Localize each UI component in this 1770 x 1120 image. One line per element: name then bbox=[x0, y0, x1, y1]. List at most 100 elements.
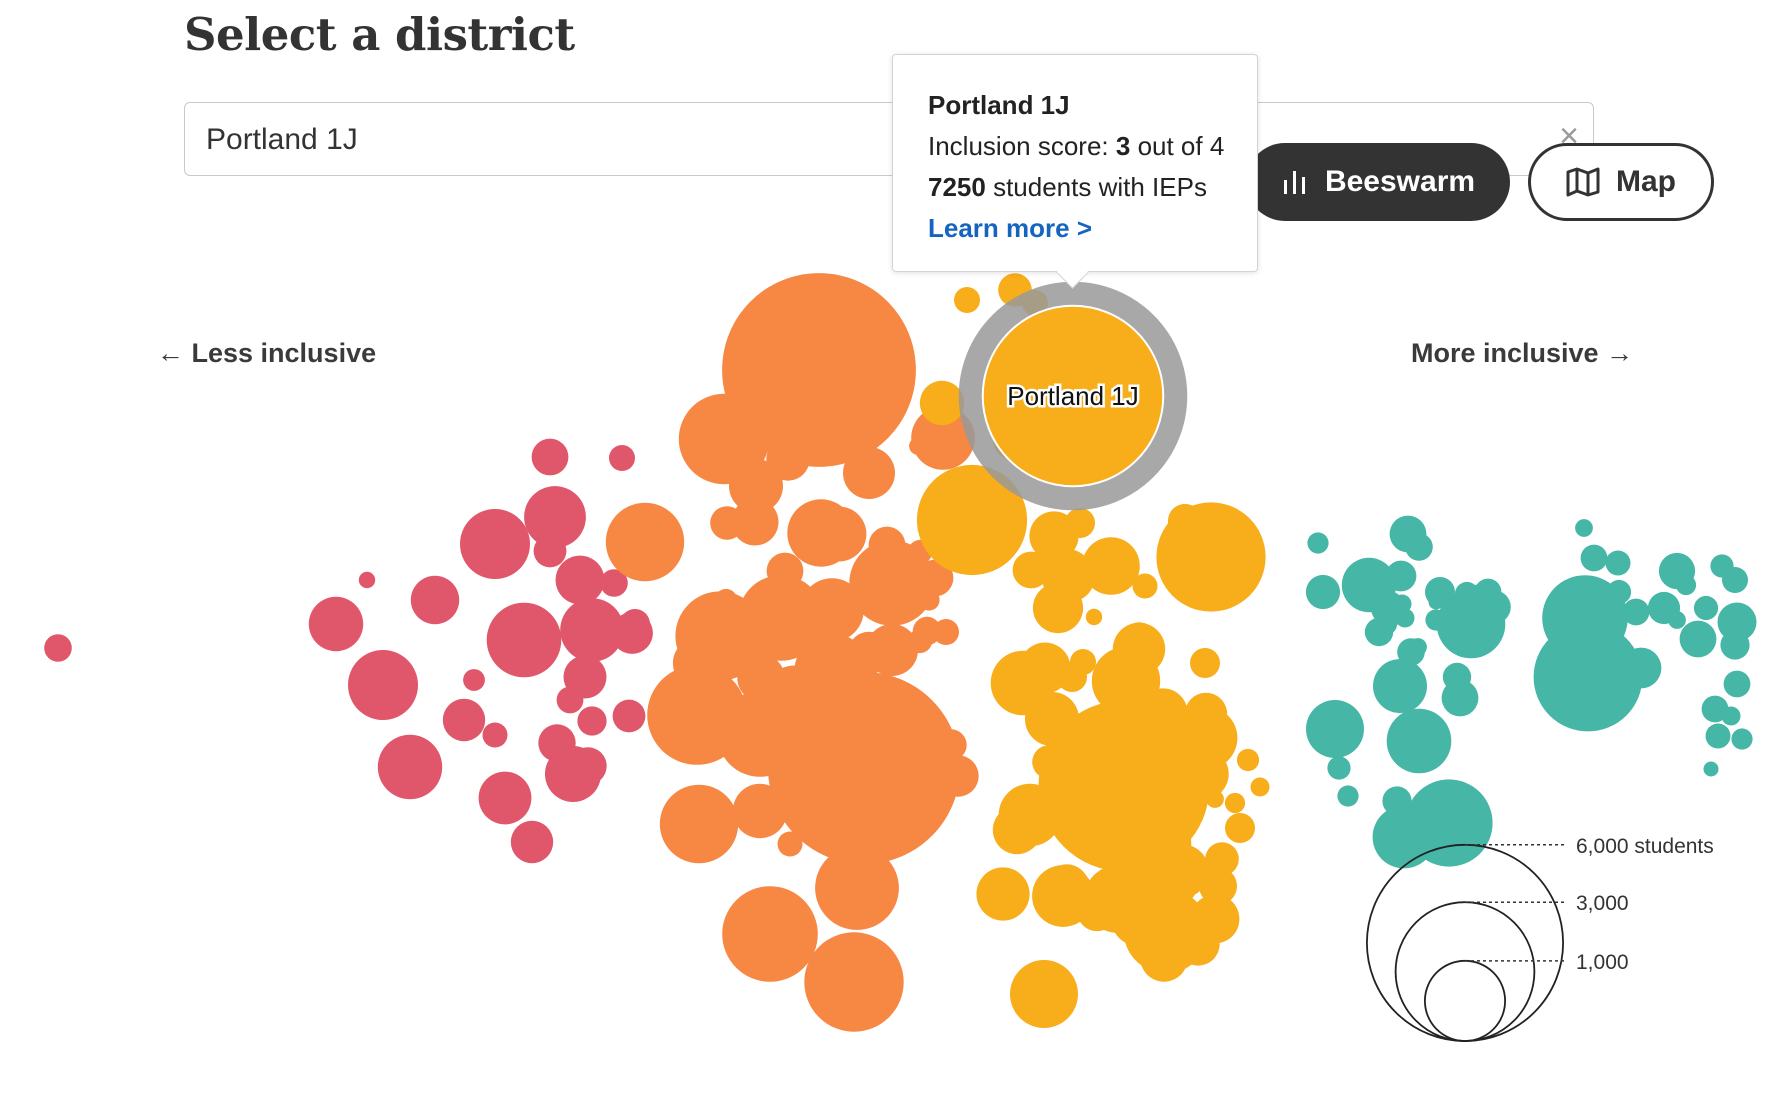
district-bubble[interactable] bbox=[1679, 620, 1717, 658]
district-bubble[interactable] bbox=[1580, 544, 1608, 572]
district-bubble[interactable] bbox=[1533, 622, 1643, 732]
district-bubble[interactable] bbox=[1606, 579, 1632, 605]
district-bubble[interactable] bbox=[1327, 756, 1351, 780]
district-bubble[interactable] bbox=[1076, 890, 1118, 932]
district-bubble[interactable] bbox=[556, 686, 584, 714]
district-bubble[interactable] bbox=[1206, 790, 1224, 808]
district-bubble[interactable] bbox=[1337, 785, 1359, 807]
district-bubble[interactable] bbox=[1721, 706, 1741, 726]
learn-more-link[interactable]: Learn more > bbox=[928, 213, 1093, 243]
district-bubble[interactable] bbox=[1112, 622, 1166, 676]
district-bubble[interactable] bbox=[620, 609, 650, 639]
district-bubble[interactable] bbox=[731, 498, 779, 546]
district-bubble[interactable] bbox=[1385, 560, 1417, 592]
district-bubble[interactable] bbox=[916, 464, 1028, 576]
district-bubble[interactable] bbox=[1668, 611, 1686, 629]
district-bubble[interactable] bbox=[1575, 519, 1593, 537]
district-bubble[interactable] bbox=[1032, 582, 1084, 634]
district-bubble[interactable] bbox=[482, 722, 508, 748]
district-bubble[interactable] bbox=[811, 506, 867, 562]
district-bubble[interactable] bbox=[1306, 700, 1364, 758]
district-bubble[interactable] bbox=[569, 747, 607, 785]
district-bubble[interactable] bbox=[1143, 852, 1199, 908]
district-bubble[interactable] bbox=[308, 596, 364, 652]
district-bubble[interactable] bbox=[1155, 749, 1193, 787]
district-bubble[interactable] bbox=[577, 706, 607, 736]
district-bubble[interactable] bbox=[1104, 841, 1130, 867]
district-bubble[interactable] bbox=[1190, 894, 1240, 944]
district-bubble[interactable] bbox=[460, 509, 530, 579]
district-bubble[interactable] bbox=[486, 602, 562, 678]
district-bubble[interactable] bbox=[442, 698, 486, 742]
district-bubble[interactable] bbox=[555, 555, 605, 605]
district-bubble[interactable] bbox=[1307, 532, 1329, 554]
district-bubble[interactable] bbox=[868, 526, 906, 564]
district-bubble[interactable] bbox=[531, 438, 569, 476]
district-bubble[interactable] bbox=[1156, 502, 1266, 612]
district-bubble[interactable] bbox=[1305, 574, 1341, 610]
district-bubble[interactable] bbox=[729, 459, 783, 513]
district-bubble[interactable] bbox=[1425, 609, 1447, 631]
district-bubble[interactable] bbox=[1184, 692, 1228, 736]
district-bubble[interactable] bbox=[766, 552, 804, 590]
district-bubble[interactable] bbox=[1722, 567, 1748, 593]
beeswarm-toggle-button[interactable]: Beeswarm bbox=[1246, 143, 1510, 221]
district-bubble[interactable] bbox=[1121, 779, 1191, 849]
district-bubble[interactable] bbox=[1111, 796, 1135, 820]
district-bubble[interactable] bbox=[738, 575, 824, 661]
district-bubble[interactable] bbox=[1441, 679, 1479, 717]
district-bubble[interactable] bbox=[410, 575, 460, 625]
district-bubble[interactable] bbox=[1140, 934, 1188, 982]
district-bubble[interactable] bbox=[463, 669, 485, 691]
district-bubble[interactable] bbox=[1224, 792, 1246, 814]
district-bubble[interactable] bbox=[866, 624, 918, 676]
district-bubble[interactable] bbox=[1012, 551, 1050, 589]
district-bubble[interactable] bbox=[1731, 728, 1753, 750]
district-bubble[interactable] bbox=[714, 588, 738, 612]
district-bubble[interactable] bbox=[538, 490, 572, 524]
district-bubble[interactable] bbox=[804, 932, 904, 1032]
district-bubble[interactable] bbox=[377, 734, 443, 800]
district-bubble[interactable] bbox=[1605, 550, 1631, 576]
district-bubble[interactable] bbox=[1703, 761, 1719, 777]
district-bubble[interactable] bbox=[732, 783, 788, 839]
district-bubble[interactable] bbox=[1373, 659, 1427, 713]
district-bubble[interactable] bbox=[1010, 960, 1078, 1028]
district-bubble[interactable] bbox=[1138, 688, 1188, 738]
district-bubble[interactable] bbox=[612, 699, 646, 733]
district-bubble[interactable] bbox=[710, 506, 744, 540]
district-bubble[interactable] bbox=[1622, 598, 1650, 626]
district-bubble[interactable] bbox=[1720, 630, 1750, 660]
district-bubble[interactable] bbox=[1723, 670, 1751, 698]
district-bubble[interactable] bbox=[1013, 817, 1043, 847]
district-bubble[interactable] bbox=[1717, 602, 1757, 642]
district-bubble[interactable] bbox=[510, 820, 554, 864]
district-bubble[interactable] bbox=[722, 886, 818, 982]
map-toggle-button[interactable]: Map bbox=[1528, 143, 1714, 221]
highlighted-district-bubble[interactable] bbox=[981, 304, 1165, 488]
district-bubble[interactable] bbox=[1392, 594, 1412, 614]
district-bubble[interactable] bbox=[1111, 892, 1165, 946]
district-bubble[interactable] bbox=[1675, 574, 1697, 596]
district-bubble[interactable] bbox=[911, 406, 975, 470]
district-bubble[interactable] bbox=[935, 729, 967, 761]
district-bubble[interactable] bbox=[738, 739, 762, 763]
district-bubble[interactable] bbox=[44, 634, 72, 662]
district-bubble[interactable] bbox=[787, 800, 817, 830]
district-bubble[interactable] bbox=[1405, 533, 1433, 561]
district-bubble[interactable] bbox=[1693, 595, 1719, 621]
district-bubble[interactable] bbox=[909, 437, 927, 455]
district-bubble[interactable] bbox=[1065, 508, 1095, 538]
district-bubble[interactable] bbox=[843, 447, 895, 499]
district-bubble[interactable] bbox=[1132, 573, 1158, 599]
district-bubble[interactable] bbox=[766, 437, 810, 481]
district-bubble[interactable] bbox=[1082, 537, 1140, 595]
district-bubble[interactable] bbox=[919, 380, 965, 426]
district-bubble[interactable] bbox=[605, 502, 685, 582]
district-bubble[interactable] bbox=[739, 391, 785, 437]
district-bubble[interactable] bbox=[1386, 708, 1452, 774]
district-bubble[interactable] bbox=[1089, 753, 1137, 801]
district-bubble[interactable] bbox=[815, 846, 899, 930]
district-bubble[interactable] bbox=[1409, 638, 1427, 656]
district-bubble[interactable] bbox=[954, 287, 980, 313]
